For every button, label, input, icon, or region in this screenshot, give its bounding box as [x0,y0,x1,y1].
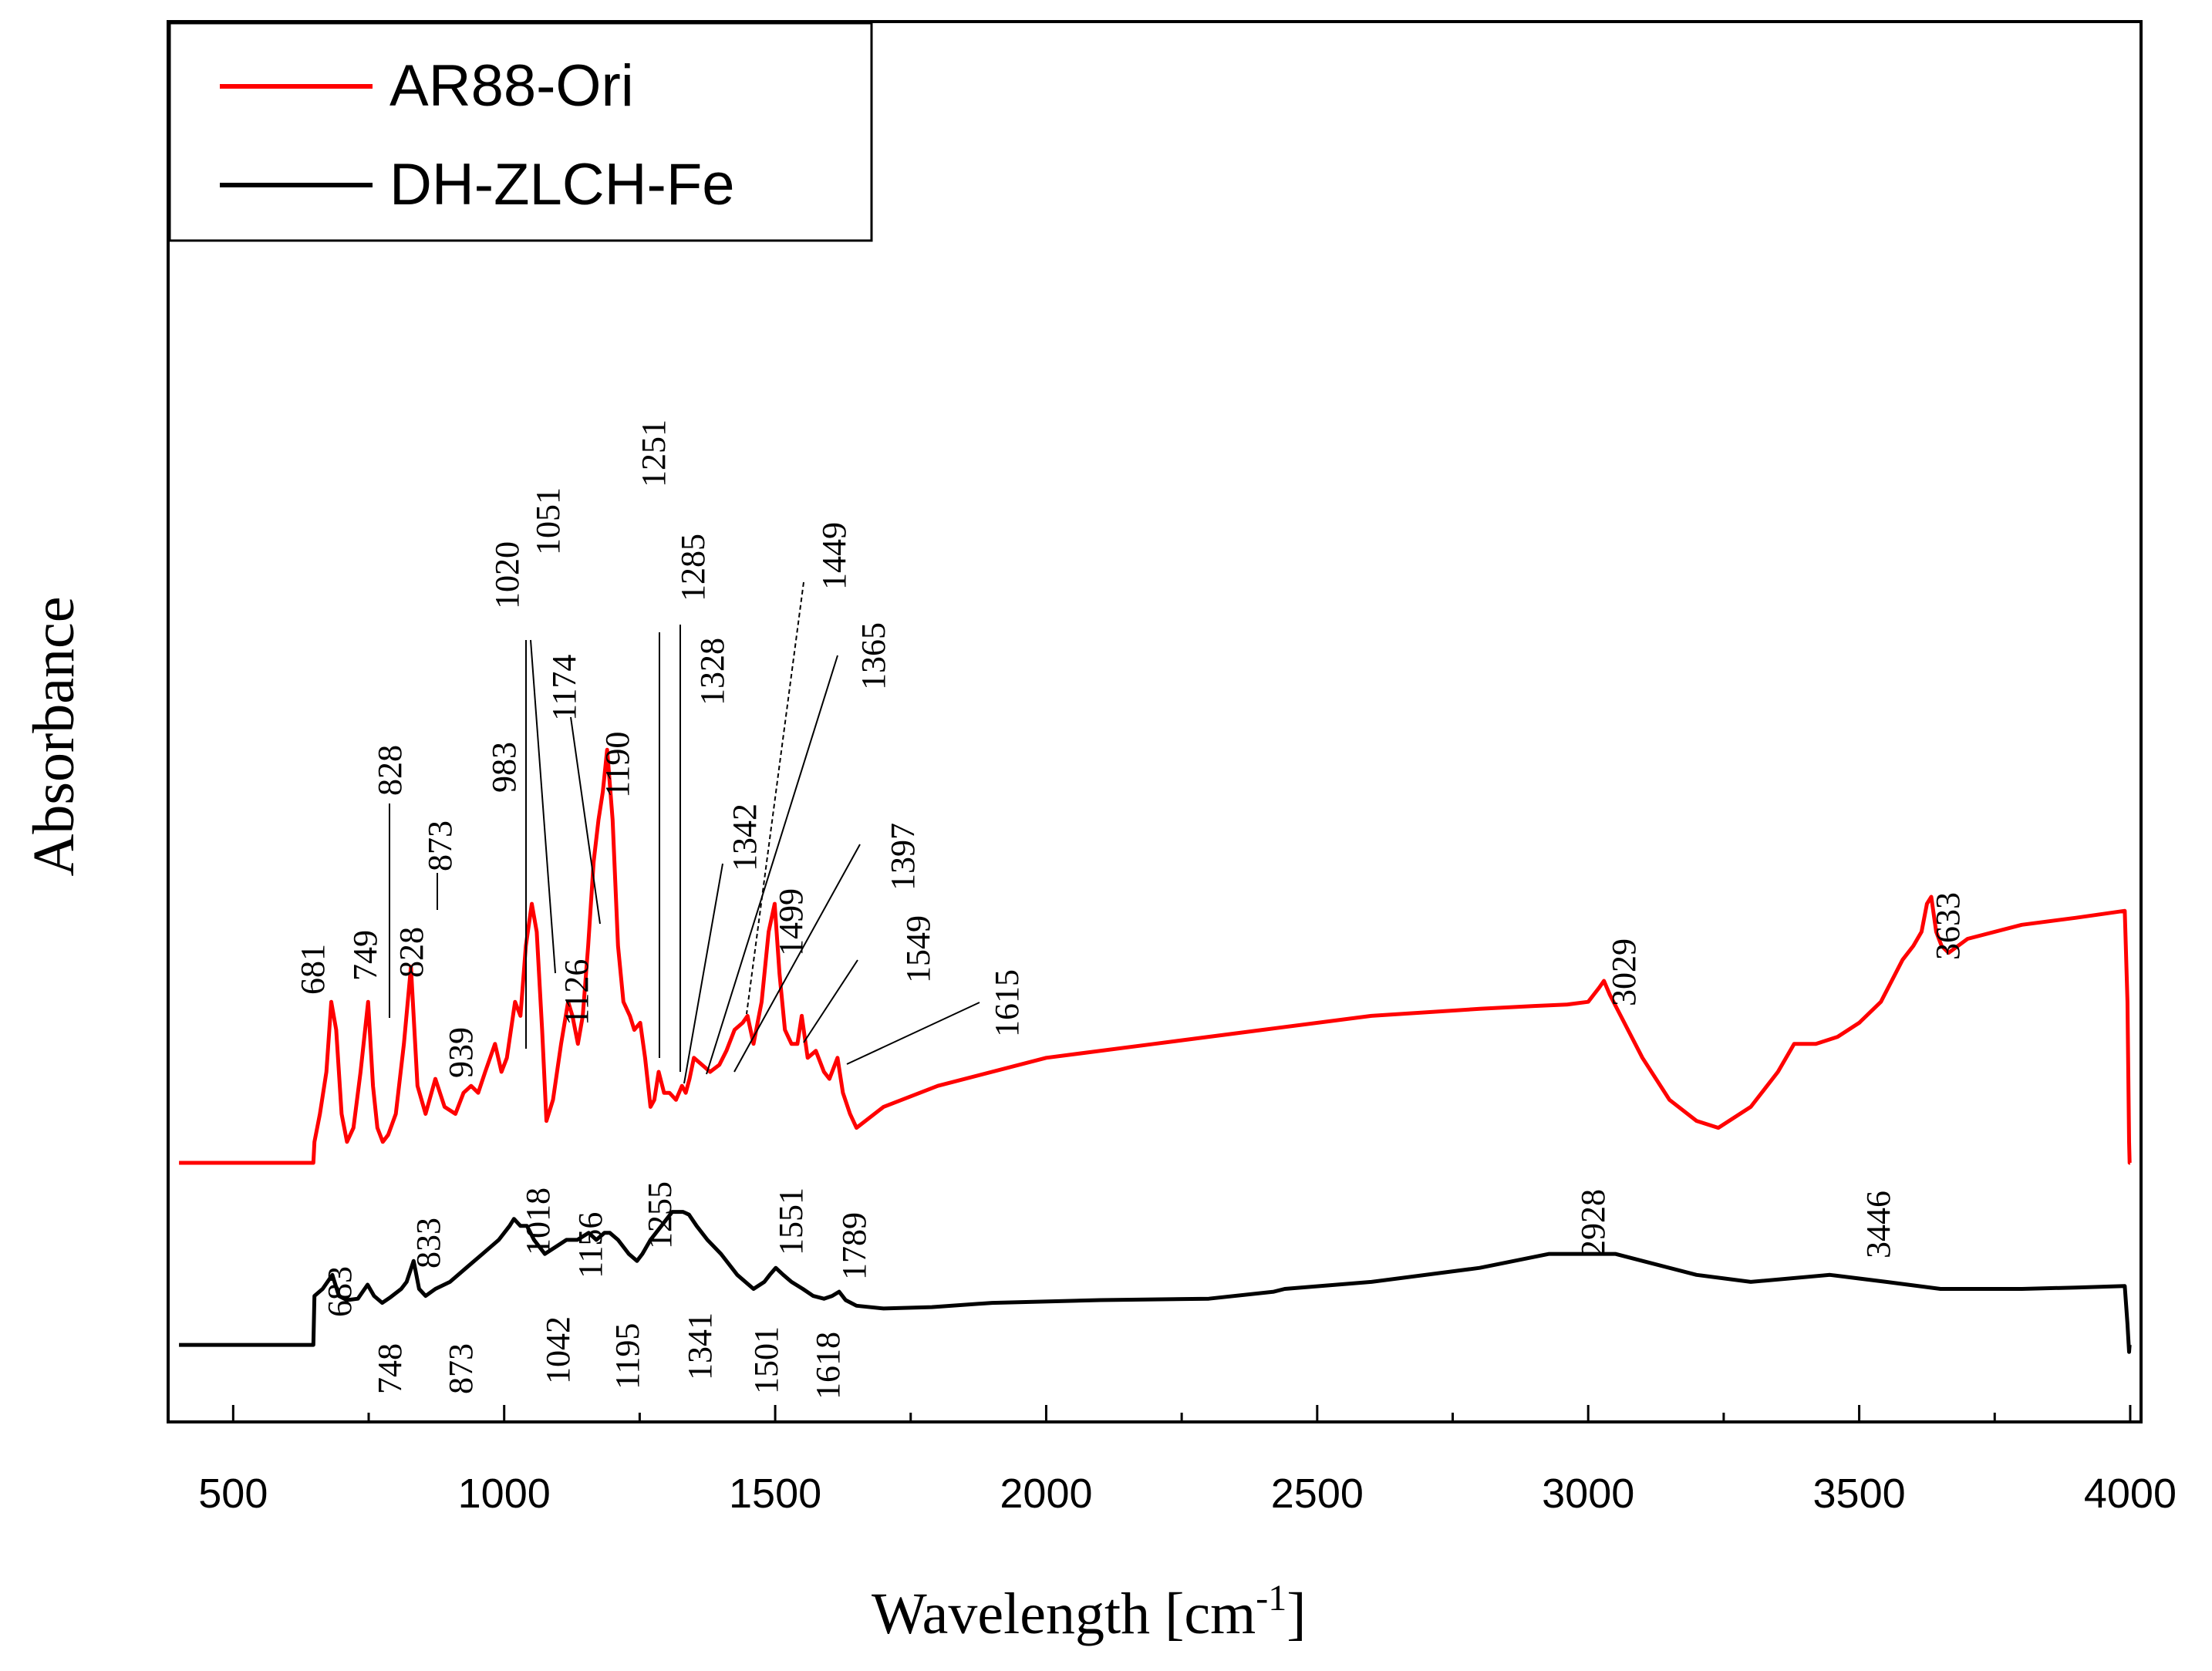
peak-labels: 681 7498288288739399831020105111261174119… [294,419,1967,1400]
peak-label-red: 983 [485,742,523,793]
peak-label-red: 939 [442,1027,480,1078]
peak-label-black-above: 1551 [772,1188,810,1255]
peak-label-black-above: 1156 [572,1212,609,1279]
peak-label-red: 1285 [674,534,712,601]
peak-label-black-below: 873 [442,1343,480,1394]
x-tick-label: 2000 [1000,1471,1092,1517]
peak-label-red: 681 [294,944,332,995]
peak-leader-lines [389,581,980,1084]
peak-label-red: 3633 [1929,892,1967,960]
peak-label-black-above: 1018 [519,1188,557,1255]
peak-label-red: 749 [346,930,384,981]
peak-label-red: 1549 [899,915,937,983]
peak-label-red: 1251 [635,419,673,487]
peak-label-black-above: 833 [410,1218,447,1268]
peak-label-red: 1328 [693,638,731,706]
peak-label-black-above: 3446 [1860,1191,1897,1258]
peak-label-red: 828 [371,745,409,796]
x-tick-label: 4000 [2084,1471,2177,1517]
leader-line [570,716,601,925]
leader-line [706,655,838,1075]
peak-label-black-below: 1042 [539,1316,577,1384]
leader-line [846,1002,980,1065]
peak-label-red: 1397 [884,823,922,891]
legend-box [168,22,873,242]
peak-label-red: 873 [421,820,459,871]
peak-label-red: 1126 [558,959,595,1026]
peak-label-red: 3029 [1605,938,1643,1006]
peak-label-red: 1174 [545,655,583,721]
x-tick-label: 1000 [458,1471,551,1517]
peak-label-red: 1051 [529,487,567,555]
x-axis-title: Wavelength [cm-1] [872,1578,1307,1646]
leader-line [530,639,556,974]
x-axis-title-main: Wavelength [cm [872,1582,1256,1646]
plot-frame [167,20,2143,1423]
peak-label-red: 1615 [988,969,1026,1037]
peak-label-red: 1365 [855,622,892,690]
series-line-ar88-ori [179,747,2132,1165]
peak-label-black-above: 1255 [641,1181,679,1249]
peak-label-black-below: 1618 [809,1332,847,1400]
leader-line [746,581,804,1015]
leader-line [733,844,861,1073]
x-axis-title-superscript: -1 [1256,1578,1286,1619]
peak-label-red: 1020 [488,541,526,609]
peak-label-black-above: 683 [321,1266,359,1317]
legend-label-ar88-ori: AR88-Ori [389,53,634,119]
peak-label-red: 1499 [772,888,810,956]
peak-label-black-below: 748 [371,1343,409,1394]
leader-line [683,863,723,1084]
series-line-dh-zlch-fe [179,1210,2132,1354]
peak-label-red: 1190 [599,732,636,798]
peak-label-red: 1449 [815,522,853,590]
peak-label-red: 828 [393,927,430,978]
peak-label-red: 1342 [726,803,764,871]
y-axis-title: Absorbance [22,597,86,877]
peak-label-black-above: 2928 [1574,1189,1612,1257]
peak-label-black-above: 1789 [835,1212,873,1280]
legend-label-dh-zlch-fe: DH-ZLCH-Fe [389,152,735,217]
x-tick-label: 1500 [729,1471,821,1517]
peak-label-black-below: 1501 [747,1326,785,1394]
peak-label-black-below: 1195 [609,1323,646,1390]
series-layer [179,747,2132,1354]
leader-line [803,959,858,1043]
legend: AR88-Ori DH-ZLCH-Fe [168,22,873,242]
x-tick-label: 2500 [1271,1471,1364,1517]
x-tick-label: 3000 [1542,1471,1634,1517]
x-axis-title-end: ] [1286,1582,1306,1646]
x-tick-label: 3500 [1813,1471,1906,1517]
x-tick-label: 500 [198,1471,268,1517]
x-ticks: 500 1000 1500 2000 2500 3000 3500 4000 [198,1405,2177,1517]
peak-label-black-below: 1341 [681,1312,719,1380]
